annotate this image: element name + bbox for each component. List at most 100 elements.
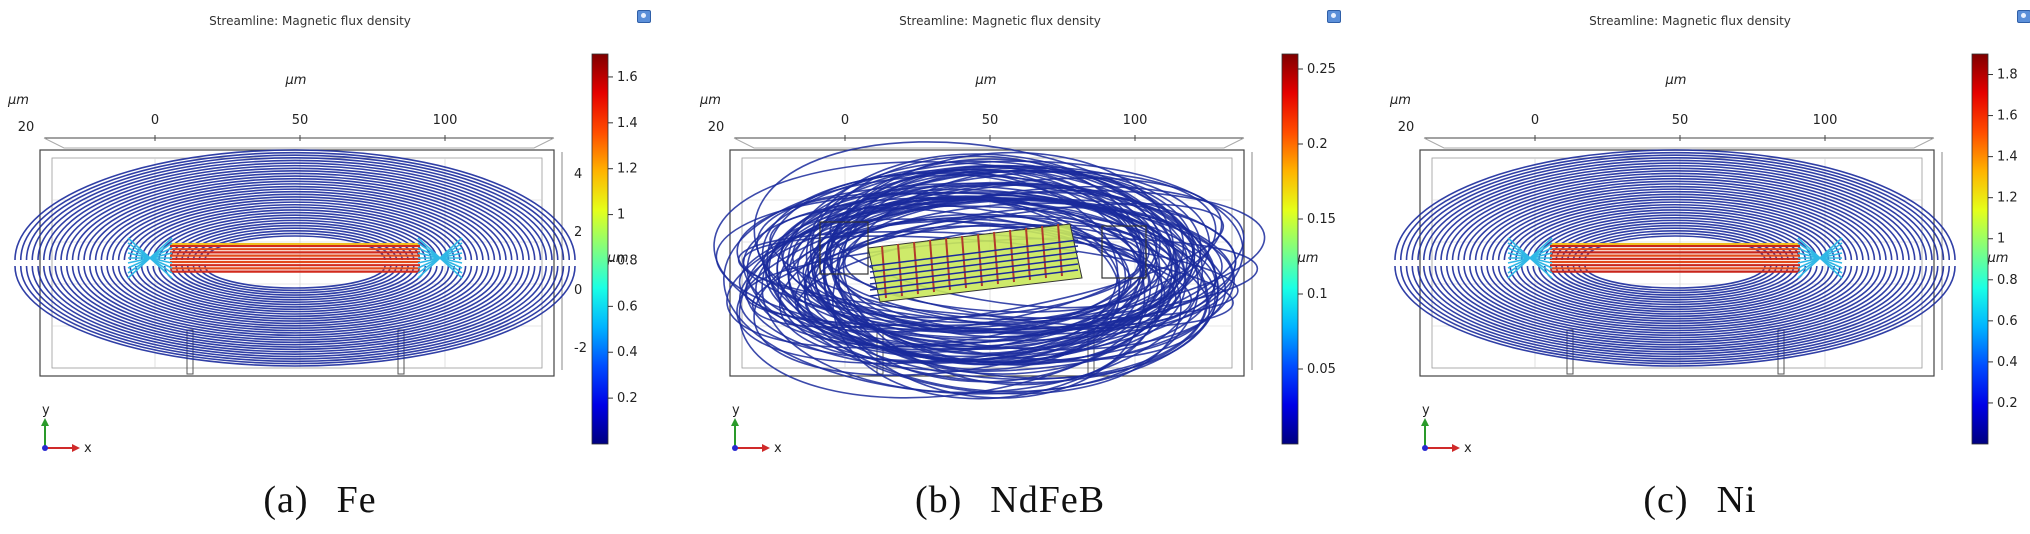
field-line: [186, 265, 404, 296]
colorbar-tick-label: 0.25: [1307, 62, 1336, 77]
field-line: [1411, 265, 1939, 360]
colorbar: [591, 53, 609, 445]
field-line: [1451, 265, 1899, 344]
colorbar-tick-label: 0.8: [617, 253, 638, 268]
caption-label: (a): [263, 479, 309, 521]
field-line: [977, 233, 983, 287]
field-line: [140, 265, 450, 315]
field-line: [929, 239, 935, 293]
field-line: [77, 265, 513, 341]
field-line: [1457, 265, 1893, 341]
field-line: [135, 265, 455, 318]
field-line: [77, 177, 513, 261]
plot-panel-ni: Streamline: Magnetic flux density 0 50 100…: [1380, 0, 2030, 534]
plot-panel-ndfeb: Streamline: Magnetic flux density 0 50 100…: [690, 0, 1380, 534]
triad-y-arrowhead: [731, 418, 739, 426]
field-line: [1526, 265, 1824, 313]
caption-material: Ni: [1716, 479, 1757, 521]
streamlines-group: [1394, 149, 1956, 367]
field-line: [1549, 219, 1801, 261]
field-line: [881, 245, 887, 299]
field-line: [1394, 149, 1956, 261]
colorbar-tick-label: 0.8: [1997, 273, 2018, 288]
field-line: [1434, 167, 1916, 261]
x-tick-label: 0: [841, 113, 849, 128]
triad-x-label: x: [774, 441, 782, 456]
colorbar-tick-label: 1: [617, 208, 625, 223]
field-line: [94, 185, 496, 261]
field-line: [1057, 223, 1063, 277]
corner-tick-label: 20: [18, 120, 35, 135]
field-line: [1469, 183, 1881, 261]
caption-label: (b): [914, 479, 963, 521]
field-line: [1503, 265, 1847, 322]
field-line: [71, 265, 519, 344]
field-line: [175, 265, 415, 301]
triad-y-label: y: [732, 403, 740, 418]
camera-icon[interactable]: [1327, 10, 1341, 23]
field-line: [1584, 265, 1766, 289]
field-line: [751, 202, 1225, 329]
field-line: [794, 214, 1158, 351]
field-line: [1417, 159, 1933, 261]
field-line: [1041, 225, 1047, 279]
colorbar-tick-label: 0.05: [1307, 362, 1336, 377]
field-line: [112, 265, 478, 327]
plot-panel-fe: Streamline: Magnetic flux density 0 50 100…: [0, 0, 690, 534]
field-line: [1428, 164, 1922, 261]
field-line: [1399, 151, 1951, 261]
field-line: [100, 188, 490, 261]
field-line: [181, 265, 409, 299]
field-line: [158, 265, 432, 308]
y-tick-label: 4: [574, 167, 582, 182]
field-line: [140, 206, 450, 261]
field-line: [1578, 265, 1772, 292]
camera-icon[interactable]: [2017, 10, 2030, 23]
corner-tick-label: 20: [1398, 120, 1415, 135]
field-line: [106, 190, 484, 261]
field-line: [1399, 265, 1951, 365]
field-line: [25, 154, 565, 261]
field-line: [89, 183, 501, 261]
field-line: [1394, 265, 1956, 367]
plot-title: Streamline: Magnetic flux density: [1589, 14, 1791, 28]
field-line: [1566, 265, 1784, 296]
triad-x-label: x: [84, 441, 92, 456]
field-line: [803, 183, 1161, 353]
x-axis-unit: µm: [975, 73, 997, 88]
field-line: [788, 215, 1181, 339]
field-line: [146, 209, 444, 261]
top-face-edge: [43, 137, 555, 149]
field-line: [1440, 265, 1910, 348]
colorbar-tick-label: 1.4: [1997, 150, 2018, 165]
field-line: [825, 191, 1178, 334]
field-line: [1486, 190, 1864, 261]
field-line: [1457, 177, 1893, 261]
colorbar-tick-label: 1.2: [1997, 191, 2018, 206]
field-line: [60, 265, 530, 348]
top-face-edge: [1423, 137, 1935, 149]
colorbar-tick-label: 1: [1997, 232, 2005, 247]
field-line: [1532, 211, 1818, 261]
camera-icon[interactable]: [637, 10, 651, 23]
colorbar-tick-label: 0.1: [1307, 287, 1328, 302]
field-line: [961, 235, 967, 289]
x-tick-label: 0: [151, 113, 159, 128]
figure-caption: (b) NdFeB: [690, 478, 1330, 522]
triad-z-dot: [732, 445, 738, 451]
field-line: [198, 232, 392, 261]
field-line: [869, 269, 1079, 297]
corner-tick-label: 20: [708, 120, 725, 135]
field-line: [1507, 237, 1553, 279]
field-line: [54, 265, 536, 351]
triad-z-dot: [42, 445, 48, 451]
field-line: [42, 265, 548, 355]
figure-caption: (a) Fe: [0, 478, 640, 522]
colorbar-tick-label: 0.6: [617, 299, 638, 314]
colorbar-tick-label: 0.2: [617, 391, 638, 406]
x-tick-label: 100: [433, 113, 458, 128]
field-line: [791, 198, 1177, 331]
field-line: [1497, 265, 1853, 325]
field-line: [31, 157, 559, 261]
field-line: [1492, 193, 1858, 261]
